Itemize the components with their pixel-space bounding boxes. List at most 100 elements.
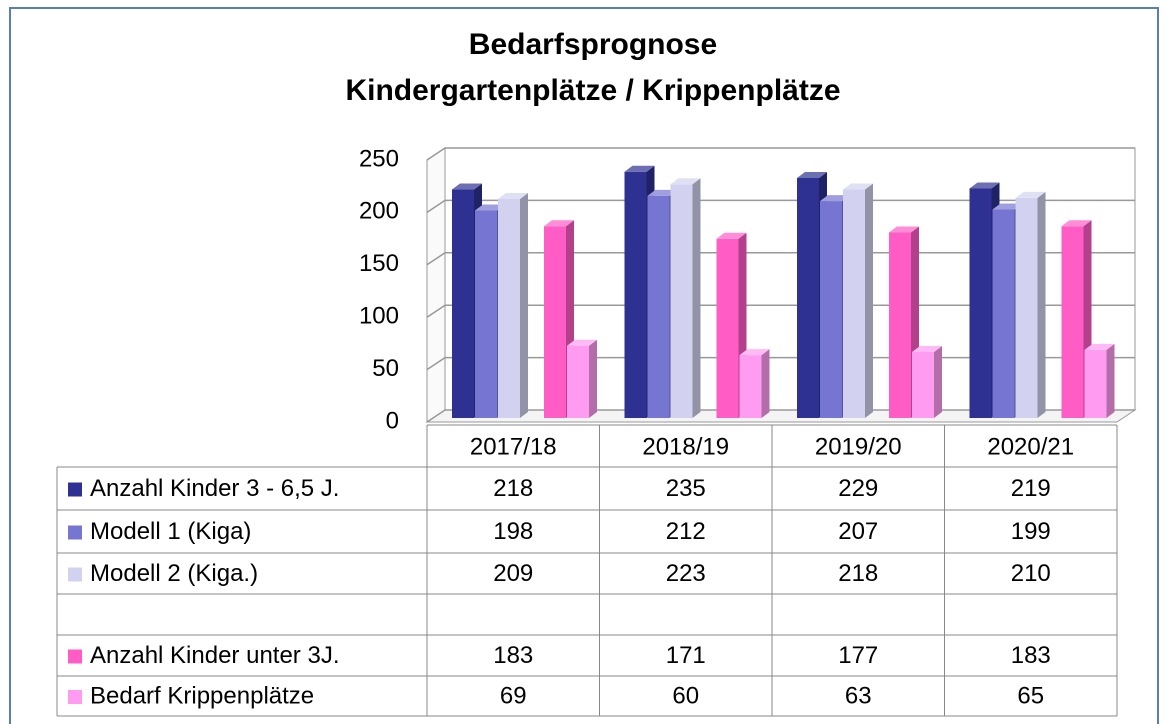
legend-swatch: [68, 482, 82, 497]
bar-front: [1015, 197, 1038, 418]
bar-top: [567, 339, 597, 346]
table-value: 207: [838, 518, 878, 545]
table-value: 183: [1011, 642, 1051, 669]
legend-swatch: [68, 649, 82, 664]
bar-top: [820, 195, 850, 202]
legend-swatch: [68, 525, 82, 540]
y-tick-label: 150: [359, 250, 399, 277]
y-tick-label: 0: [386, 407, 399, 434]
bar-side: [589, 339, 597, 418]
table-value: 199: [1011, 518, 1051, 545]
legend-swatch: [68, 690, 82, 704]
bar: [498, 192, 528, 418]
bar-front: [912, 351, 934, 418]
bar-front: [624, 171, 647, 418]
table-value: 209: [493, 560, 533, 587]
bar: [670, 178, 701, 418]
bar-top: [1015, 191, 1046, 198]
legend-label: Anzahl Kinder unter 3J.: [90, 642, 339, 669]
y-tick-label: 50: [372, 355, 399, 382]
bar: [843, 183, 873, 418]
table-value: 63: [845, 682, 872, 709]
x-tick-label: 2020/21: [987, 433, 1074, 460]
bar-side: [1106, 343, 1115, 418]
bar-front: [739, 355, 762, 418]
bar-front: [498, 198, 520, 418]
table-value: 212: [666, 518, 706, 545]
bar-top: [452, 183, 482, 190]
legend-label: Modell 2 (Kiga.): [90, 560, 258, 587]
legend-swatch: [68, 567, 82, 582]
legend-label: Bedarf Krippenplätze: [90, 682, 314, 709]
bar-top: [1084, 343, 1115, 350]
bar-front: [820, 201, 842, 418]
table-value: 60: [672, 682, 699, 709]
bar-top: [797, 172, 827, 179]
table-value: 171: [666, 642, 706, 669]
bar-top: [739, 349, 770, 356]
legend-label: Anzahl Kinder 3 - 6,5 J.: [90, 475, 339, 502]
bar-side: [520, 192, 528, 418]
bar-front: [889, 232, 911, 418]
bar-front: [647, 195, 670, 418]
x-tick-label: 2017/18: [470, 433, 557, 460]
table-value: 210: [1011, 560, 1051, 587]
frame: [9, 7, 1159, 724]
bar-top: [1061, 220, 1092, 227]
bar: [1084, 343, 1115, 418]
bar-front: [670, 184, 693, 418]
bar-front: [1084, 349, 1107, 418]
bar-front: [969, 188, 992, 418]
table-value: 235: [666, 475, 706, 502]
bar: [567, 339, 597, 418]
bar-top: [624, 165, 655, 172]
bar-front: [567, 345, 589, 418]
side-wall: [426, 147, 446, 423]
bar-top: [498, 192, 528, 199]
bar-front: [843, 189, 865, 418]
bar-top: [544, 220, 574, 227]
bar-front: [716, 238, 739, 418]
bar-top: [647, 189, 678, 196]
x-tick-label: 2019/20: [815, 433, 902, 460]
bar-side: [865, 183, 873, 418]
chart-title: Bedarfsprognose: [469, 28, 717, 61]
bar: [912, 345, 942, 418]
bar: [739, 349, 770, 418]
bar-side: [1037, 191, 1046, 418]
table-value: 219: [1011, 475, 1051, 502]
table-value: 218: [493, 475, 533, 502]
bar-top: [843, 183, 873, 190]
bar-top: [670, 178, 701, 185]
grid-line: [426, 199, 1135, 214]
table-value: 218: [838, 560, 878, 587]
bar-top: [912, 345, 942, 352]
bar-side: [934, 345, 942, 418]
bar-front: [452, 189, 474, 418]
bar-top: [969, 182, 1000, 189]
table-value: 69: [500, 682, 527, 709]
table-value: 229: [838, 475, 878, 502]
y-tick-label: 100: [359, 303, 399, 330]
x-tick-label: 2018/19: [642, 433, 729, 460]
bar-top: [475, 204, 505, 211]
bar-front: [797, 178, 819, 418]
bar-front: [1061, 226, 1084, 418]
bar-top: [716, 232, 747, 239]
table-value: 65: [1017, 682, 1044, 709]
chart-subtitle: Kindergartenplätze / Krippenplätze: [345, 74, 840, 107]
bar: [1015, 191, 1046, 418]
table-value: 223: [666, 560, 706, 587]
bar-top: [889, 226, 919, 233]
bar-front: [475, 210, 497, 418]
grid-line: [426, 147, 1135, 161]
y-tick-label: 250: [359, 145, 399, 172]
bar-top: [992, 203, 1023, 210]
bar-front: [992, 209, 1015, 418]
y-tick-label: 200: [359, 198, 399, 225]
bar-side: [692, 178, 701, 418]
legend-label: Modell 1 (Kiga): [90, 518, 251, 545]
table-value: 183: [493, 642, 533, 669]
bar-front: [544, 226, 566, 418]
